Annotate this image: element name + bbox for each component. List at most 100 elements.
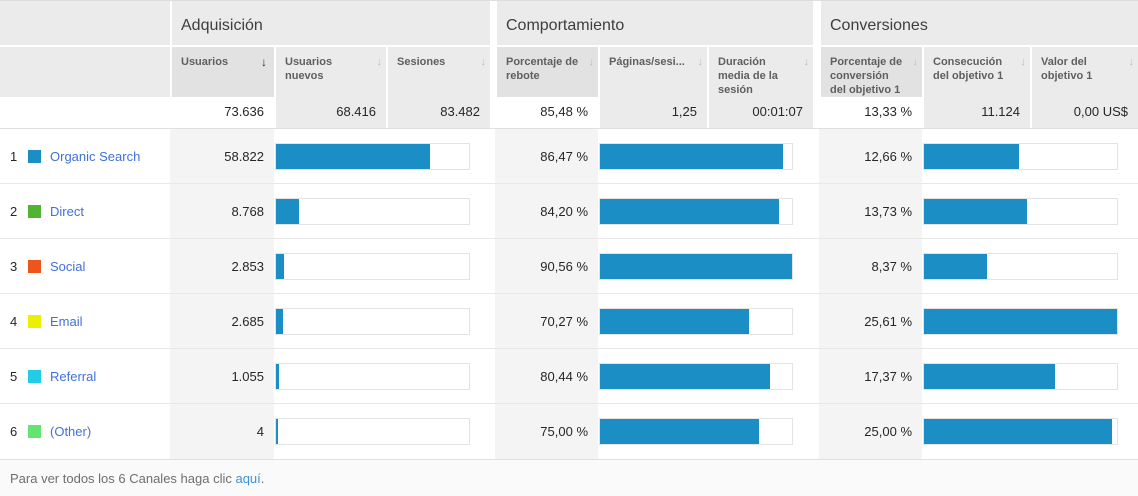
group-divider	[813, 239, 819, 293]
column-header-usuarios-nuevos[interactable]: Usuarios nuevos ↓	[274, 45, 386, 97]
conversion-value: 17,37 %	[819, 349, 922, 403]
column-label: Páginas/sesi...	[609, 56, 685, 68]
row-number: 4	[10, 313, 18, 329]
bar-track	[923, 418, 1118, 445]
footer-link[interactable]: aquí	[235, 471, 261, 486]
group-title-conversiones: Conversiones	[819, 1, 1138, 45]
conversion-bar-cell	[922, 239, 1138, 293]
group-divider	[490, 349, 495, 403]
column-label: Valor del objetivo 1	[1041, 56, 1093, 82]
column-header-rebote[interactable]: Porcentaje de rebote ↓	[495, 45, 598, 97]
conversion-bar	[924, 253, 988, 279]
rebote-bar	[600, 308, 749, 334]
rebote-bar	[600, 198, 779, 224]
total-valor: 0,00 US$	[1030, 97, 1138, 128]
column-header-usuarios[interactable]: Usuarios ↓	[170, 45, 274, 97]
table-row: 2 Direct 8.768 84,20 % 13,73 %	[0, 184, 1138, 239]
channel-link[interactable]: Social	[50, 258, 86, 274]
conversion-value: 13,73 %	[819, 184, 922, 238]
column-header-paginas-sesion[interactable]: Páginas/sesi... ↓	[598, 45, 707, 97]
group-divider	[813, 129, 819, 183]
bar-track	[275, 362, 470, 390]
channel-label-cell: 1 Organic Search	[0, 129, 170, 183]
column-header-consecucion[interactable]: Consecución del objetivo 1 ↓	[922, 45, 1030, 97]
bar-track	[599, 252, 793, 280]
table-row: 4 Email 2.685 70,27 % 25,61 %	[0, 294, 1138, 349]
usuarios-bar-cell	[274, 294, 490, 348]
footer-text: Para ver todos los 6 Canales haga clic	[10, 471, 236, 486]
sort-icon: ↓	[588, 56, 595, 68]
bar-track	[275, 307, 470, 335]
total-conversion: 13,33 %	[864, 104, 912, 119]
sort-icon: ↓	[480, 56, 487, 68]
column-header-sesiones[interactable]: Sesiones ↓	[386, 45, 490, 97]
group-header-row: Adquisición Comportamiento Conversiones	[0, 1, 1138, 45]
conversion-bar	[924, 363, 1055, 389]
rebote-bar-cell	[598, 239, 813, 293]
rebote-value: 84,20 %	[495, 184, 598, 238]
column-label: Usuarios	[181, 56, 229, 68]
bar-track	[599, 307, 793, 335]
row-number: 2	[10, 203, 18, 219]
bar-track	[275, 142, 470, 170]
sort-icon: ↓	[376, 56, 383, 68]
column-header-spacer	[0, 45, 170, 97]
channel-color-swatch	[28, 204, 41, 218]
row-number: 6	[10, 424, 18, 439]
bar-track	[599, 197, 793, 225]
rebote-value: 86,47 %	[495, 129, 598, 183]
conversion-bar	[924, 143, 1020, 169]
column-header-conversion[interactable]: Porcentaje de conversión del objetivo 1 …	[819, 45, 922, 97]
total-consecucion: 11.124	[922, 97, 1030, 128]
total-usuarios-nuevos: 68.416	[274, 97, 386, 128]
usuarios-bar	[276, 308, 283, 334]
total-duracion: 00:01:07	[707, 97, 813, 128]
group-divider	[813, 404, 819, 459]
channel-link[interactable]: Organic Search	[50, 148, 141, 164]
rebote-bar	[600, 253, 792, 279]
group-divider	[490, 294, 495, 348]
rebote-bar-cell	[598, 184, 813, 238]
bar-track	[923, 197, 1118, 225]
rebote-bar-cell	[598, 129, 813, 183]
channel-link[interactable]: Email	[50, 313, 83, 329]
sort-icon: ↓	[803, 56, 810, 68]
conversion-bar-cell	[922, 349, 1138, 403]
rebote-bar-cell	[598, 404, 813, 459]
channel-label-cell: 4 Email	[0, 294, 170, 348]
totals-spacer	[0, 97, 170, 128]
sort-descending-icon: ↓	[261, 55, 267, 69]
table-footer: Para ver todos los 6 Canales haga clic a…	[0, 460, 1138, 496]
column-label: Porcentaje de rebote	[506, 56, 579, 82]
bar-track	[923, 142, 1118, 170]
column-header-duracion[interactable]: Duración media de la sesión ↓	[707, 45, 813, 97]
bar-track	[275, 418, 470, 445]
column-header-valor[interactable]: Valor del objetivo 1 ↓	[1030, 45, 1138, 97]
channel-link[interactable]: Referral	[50, 368, 97, 384]
conversion-value: 12,66 %	[819, 129, 922, 183]
group-divider	[813, 294, 819, 348]
bar-track	[599, 142, 793, 170]
row-number: 5	[10, 368, 18, 384]
channel-link[interactable]: Direct	[50, 203, 84, 219]
total-paginas-sesion: 1,25	[598, 97, 707, 128]
column-label: Duración media de la sesión	[718, 56, 778, 96]
usuarios-value: 8.768	[170, 184, 274, 238]
group-title-adquisicion: Adquisición	[170, 1, 490, 45]
bar-track	[923, 362, 1118, 390]
channel-label-cell: 3 Social	[0, 239, 170, 293]
group-title-label: Comportamiento	[506, 17, 625, 34]
conversion-bar-cell	[922, 404, 1138, 459]
row-number: 3	[10, 258, 18, 274]
usuarios-bar	[276, 198, 299, 224]
table-row: 3 Social 2.853 90,56 % 8,37 %	[0, 239, 1138, 294]
bar-track	[599, 362, 793, 390]
group-divider	[490, 129, 495, 183]
rebote-bar	[600, 143, 784, 169]
channel-link[interactable]: (Other)	[50, 424, 92, 439]
group-header-spacer	[0, 1, 170, 45]
table-row: 6 (Other) 4 75,00 % 25,00 %	[0, 404, 1138, 459]
column-label: Usuarios nuevos	[285, 56, 333, 82]
usuarios-value: 4	[170, 404, 274, 459]
usuarios-bar	[276, 419, 278, 444]
